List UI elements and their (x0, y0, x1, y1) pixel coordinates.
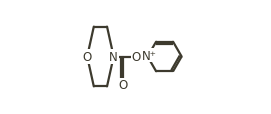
Text: O: O (131, 51, 141, 63)
Text: N⁺: N⁺ (141, 49, 156, 62)
Text: N: N (109, 51, 118, 63)
Text: O: O (119, 78, 128, 91)
Text: O: O (83, 51, 92, 63)
